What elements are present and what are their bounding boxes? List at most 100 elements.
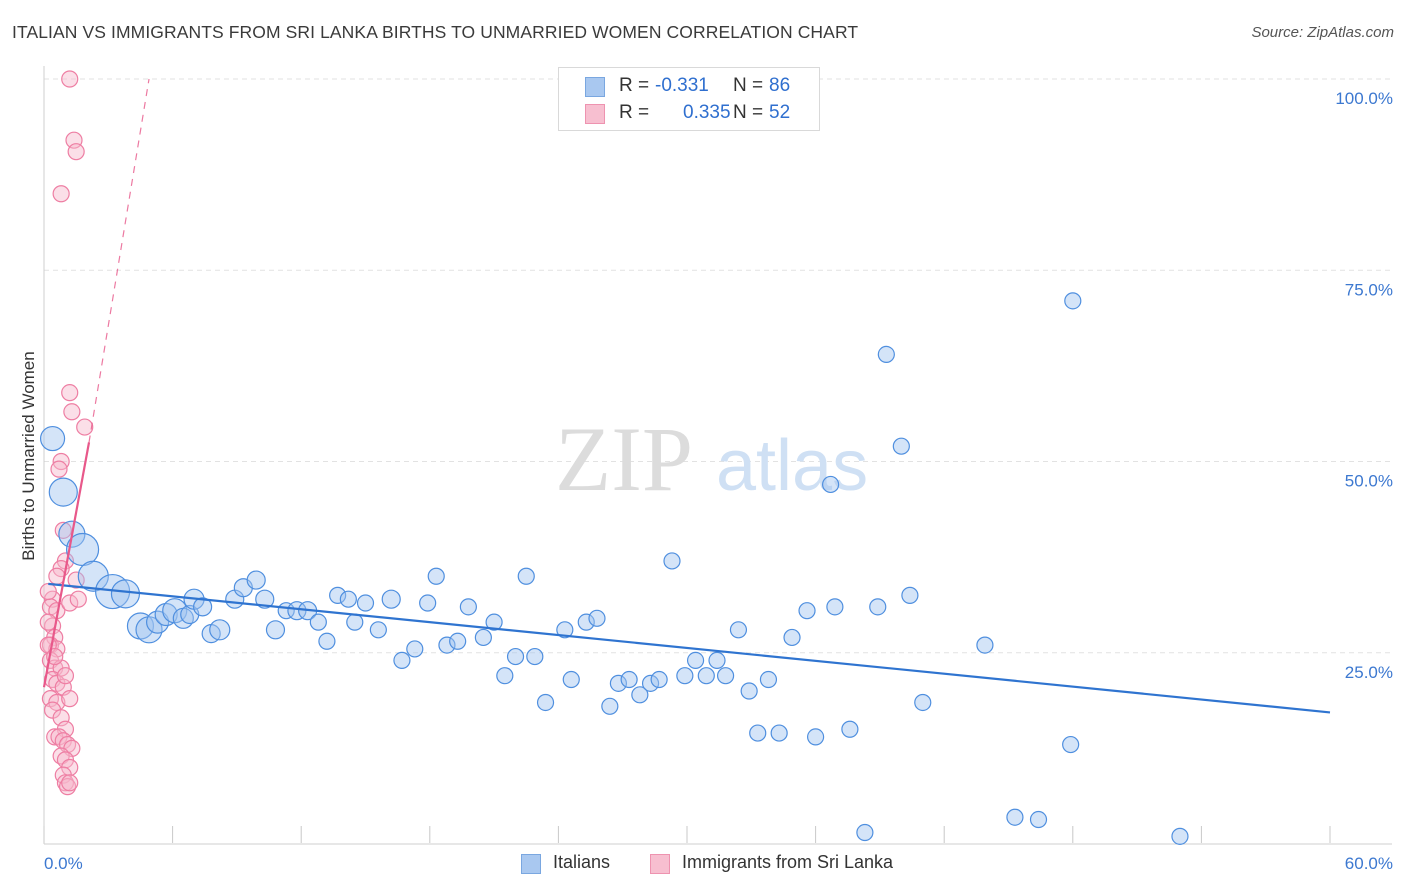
- italian-point: [526, 647, 544, 666]
- srilanka-point: [61, 594, 79, 612]
- italian-point: [749, 724, 767, 742]
- srilanka-point: [50, 460, 68, 478]
- italian-point: [588, 609, 606, 627]
- italian-point: [356, 594, 375, 612]
- italian-point: [856, 823, 874, 842]
- italian-point: [740, 682, 758, 700]
- italian-point: [154, 602, 178, 627]
- italian-point: [676, 667, 694, 685]
- italian-point: [427, 567, 445, 585]
- italian-point: [1029, 810, 1048, 829]
- italian-point: [438, 636, 456, 654]
- srilanka-point: [39, 582, 57, 601]
- italian-points: [39, 292, 1189, 845]
- srilanka-trend-extension: [88, 78, 150, 443]
- srilanka-point: [61, 384, 79, 402]
- italian-point: [697, 667, 715, 685]
- italian-point: [209, 619, 231, 641]
- italian-point: [110, 579, 141, 609]
- srilanka-point: [61, 70, 79, 88]
- legend-n-label: N =: [733, 75, 764, 96]
- italian-point: [406, 640, 424, 658]
- italian-point: [496, 667, 514, 685]
- srilanka-point: [61, 690, 79, 708]
- italian-point: [729, 621, 748, 639]
- italian-point: [193, 597, 213, 617]
- legend-n-label: N =: [733, 102, 764, 123]
- srilanka-point: [63, 403, 81, 421]
- italian-point: [1064, 292, 1082, 310]
- gridlines: [44, 78, 1392, 654]
- italian-point: [339, 590, 357, 608]
- italian-point: [381, 589, 401, 609]
- legend-r-label: R =: [619, 102, 650, 123]
- italian-point: [601, 697, 619, 715]
- italian-point: [309, 613, 327, 631]
- srilanka-point: [52, 185, 70, 203]
- italian-point: [631, 686, 649, 704]
- x-tick-label-min: 0.0%: [44, 854, 83, 873]
- italian-point: [369, 621, 387, 639]
- srilanka-point: [69, 590, 87, 608]
- italian-point: [892, 437, 910, 455]
- italian-point: [841, 720, 859, 738]
- italian-point: [770, 724, 788, 742]
- italian-point: [474, 628, 492, 647]
- legend-swatch-srilanka: [650, 854, 670, 874]
- series-legend: Italians Immigrants from Sri Lanka: [0, 852, 1406, 878]
- srilanka-point: [76, 418, 94, 436]
- srilanka-point: [61, 774, 79, 792]
- italian-point: [663, 552, 681, 570]
- italian-point: [48, 477, 78, 507]
- x-tick-label-max: 60.0%: [1345, 854, 1393, 873]
- italian-point: [869, 598, 887, 616]
- italian-point: [419, 594, 437, 612]
- italian-point: [556, 621, 574, 639]
- italian-point: [798, 602, 816, 620]
- italian-point: [620, 670, 638, 689]
- italian-point: [329, 586, 347, 604]
- italian-point: [1062, 735, 1080, 754]
- source-label: Source: ZipAtlas.com: [1251, 24, 1394, 41]
- italian-point: [708, 651, 726, 670]
- italian-point: [318, 632, 336, 650]
- watermark-zip: ZIP: [555, 408, 693, 510]
- italian-point: [577, 613, 595, 631]
- y-tick-label: 50.0%: [1345, 472, 1393, 491]
- italian-point: [449, 632, 467, 650]
- stats-legend: R = -0.331 N = 86 R = 0.335 N = 52: [558, 67, 820, 131]
- srilanka-point: [67, 143, 85, 161]
- italian-point: [609, 674, 628, 692]
- legend-n-value: 52: [769, 102, 791, 123]
- italian-point: [459, 598, 477, 616]
- watermark-atlas: atlas: [716, 426, 868, 506]
- srilanka-point: [46, 728, 64, 746]
- axes: [43, 66, 1392, 845]
- italian-point: [914, 693, 932, 712]
- watermark: ZIP atlas: [555, 408, 868, 510]
- legend-label-srilanka: Immigrants from Sri Lanka: [682, 852, 894, 872]
- italian-point: [255, 589, 275, 609]
- legend-swatch-srilanka: [585, 104, 605, 124]
- italian-point: [877, 345, 895, 363]
- italian-point: [806, 728, 825, 746]
- italian-point: [517, 567, 535, 585]
- italians-trend-line: [48, 582, 1331, 714]
- italian-point: [822, 475, 840, 494]
- italian-point: [826, 598, 844, 616]
- italian-point: [686, 651, 705, 670]
- srilanka-points: [39, 70, 94, 796]
- italian-point: [265, 620, 286, 640]
- italian-point: [716, 667, 735, 685]
- italian-point: [536, 693, 555, 712]
- italian-point: [246, 570, 266, 590]
- legend-swatch-italians: [585, 77, 605, 97]
- italian-point: [393, 651, 411, 670]
- italian-point: [783, 628, 801, 647]
- italian-point: [39, 425, 66, 452]
- tick-labels: 25.0% 50.0% 75.0% 100.0% 0.0% 60.0%: [44, 89, 1393, 873]
- italian-point: [901, 586, 919, 604]
- italian-point: [759, 670, 778, 689]
- italian-point: [641, 674, 660, 692]
